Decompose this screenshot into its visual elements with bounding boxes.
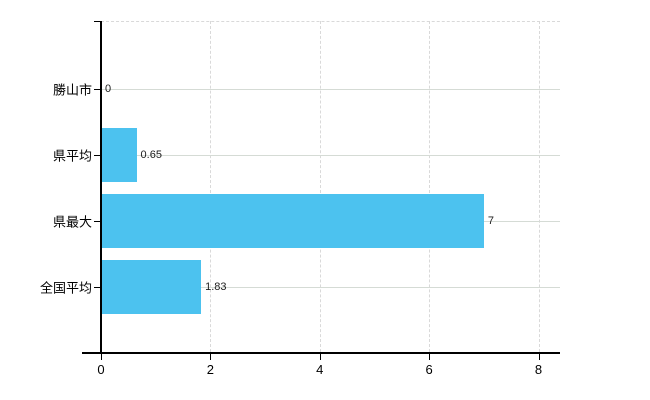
y-axis-tick xyxy=(94,155,101,156)
x-axis-line xyxy=(82,352,560,354)
category-label: 県最大 xyxy=(52,214,92,230)
x-axis-tick xyxy=(538,354,540,360)
x-axis-tick xyxy=(429,354,431,360)
grid-line-v xyxy=(429,21,431,352)
grid-line-v xyxy=(319,21,321,352)
grid-line-v xyxy=(538,21,540,352)
grid-line-v xyxy=(210,21,212,352)
bar-value-label: 7 xyxy=(487,215,494,227)
y-axis-tick xyxy=(94,221,101,222)
category-label: 県平均 xyxy=(52,148,92,164)
grid-line-h xyxy=(101,155,560,156)
x-axis-tick xyxy=(210,354,212,360)
grid-line-h xyxy=(101,89,560,90)
y-axis-line xyxy=(100,21,102,353)
grid-line-top xyxy=(101,21,560,22)
x-tick-label: 0 xyxy=(97,362,105,377)
bar-value-label: 0.65 xyxy=(140,149,162,161)
x-axis-tick xyxy=(319,354,321,360)
category-label: 勝山市 xyxy=(52,82,92,98)
y-axis-top-tick xyxy=(94,21,101,22)
bar xyxy=(101,128,137,182)
x-tick-label: 6 xyxy=(425,362,433,377)
x-tick-label: 8 xyxy=(534,362,543,377)
x-axis-tick xyxy=(101,354,102,360)
category-label: 全国平均 xyxy=(39,280,92,296)
y-axis-tick xyxy=(94,287,101,288)
bar xyxy=(101,194,484,248)
bar-value-label: 1.83 xyxy=(205,281,227,293)
grid-line-h xyxy=(101,287,560,288)
bar-value-label: 0 xyxy=(105,83,112,95)
bar xyxy=(101,260,201,314)
x-tick-label: 2 xyxy=(206,362,214,377)
x-tick-label: 4 xyxy=(316,362,324,377)
y-axis-tick xyxy=(94,89,101,90)
